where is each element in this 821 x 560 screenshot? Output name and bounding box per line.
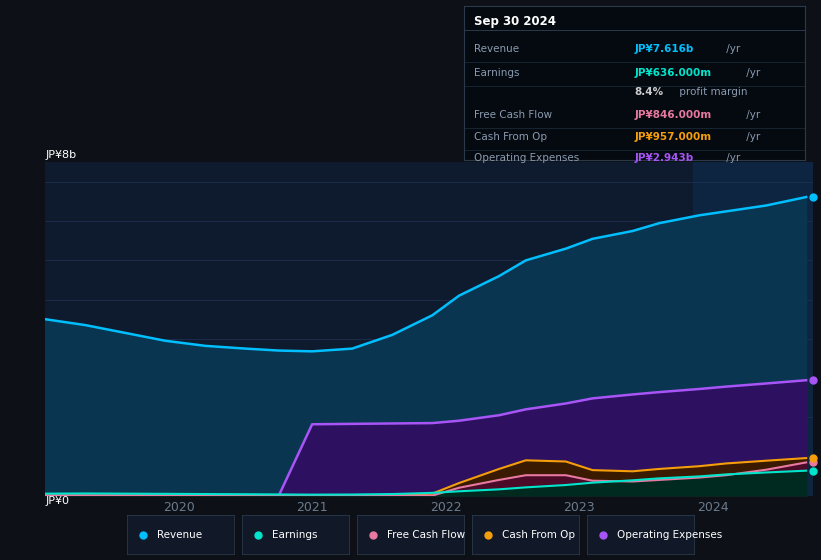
Text: Earnings: Earnings (474, 68, 520, 78)
Text: JP¥2.943b: JP¥2.943b (635, 153, 694, 163)
Text: Operating Expenses: Operating Expenses (617, 530, 722, 540)
Text: /yr: /yr (742, 132, 759, 142)
Text: Free Cash Flow: Free Cash Flow (387, 530, 466, 540)
Text: /yr: /yr (742, 110, 759, 120)
Text: Earnings: Earnings (272, 530, 318, 540)
Text: /yr: /yr (723, 153, 741, 163)
Text: JP¥0: JP¥0 (45, 496, 69, 506)
Text: Free Cash Flow: Free Cash Flow (474, 110, 553, 120)
Text: Revenue: Revenue (474, 44, 519, 54)
Text: Sep 30 2024: Sep 30 2024 (474, 15, 556, 28)
Text: /yr: /yr (723, 44, 741, 54)
Text: JP¥957.000m: JP¥957.000m (635, 132, 711, 142)
Bar (693, 162, 813, 496)
Text: JP¥8b: JP¥8b (45, 150, 76, 160)
Text: JP¥846.000m: JP¥846.000m (635, 110, 712, 120)
Text: /yr: /yr (742, 68, 759, 78)
Text: JP¥636.000m: JP¥636.000m (635, 68, 711, 78)
Text: profit margin: profit margin (676, 87, 747, 97)
Text: Revenue: Revenue (157, 530, 202, 540)
Text: Operating Expenses: Operating Expenses (474, 153, 580, 163)
Text: Cash From Op: Cash From Op (502, 530, 575, 540)
Text: Cash From Op: Cash From Op (474, 132, 547, 142)
Text: 8.4%: 8.4% (635, 87, 663, 97)
Text: JP¥7.616b: JP¥7.616b (635, 44, 694, 54)
